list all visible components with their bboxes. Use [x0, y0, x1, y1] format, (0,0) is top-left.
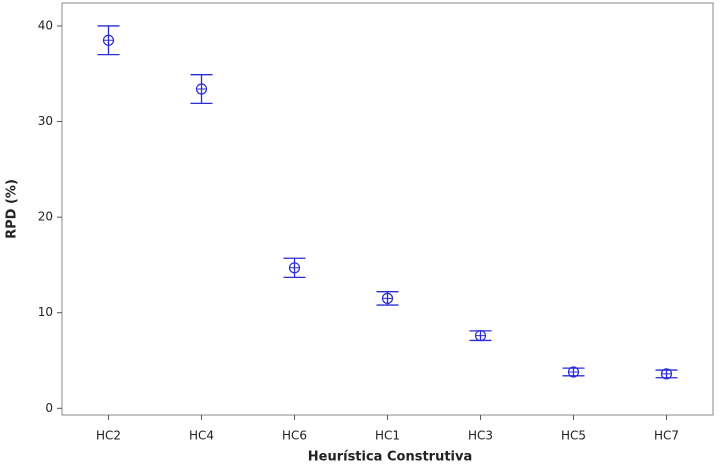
marker-cross [661, 368, 672, 379]
y-tick-label: 20 [38, 210, 53, 224]
x-tick-label: HC6 [282, 429, 307, 443]
y-tick-label: 40 [38, 18, 53, 32]
marker-cross [103, 35, 114, 46]
x-axis-title: Heurística Construtiva [308, 450, 473, 465]
plot-frame [61, 2, 714, 416]
marker-cross [382, 293, 393, 304]
x-tick-label: HC1 [375, 429, 400, 443]
x-tick-label: HC4 [189, 429, 214, 443]
y-tick-label: 0 [45, 401, 53, 415]
x-tick-label: HC2 [96, 429, 121, 443]
marker-cross [196, 84, 207, 95]
x-tick-label: HC7 [654, 429, 679, 443]
x-tick-label: HC3 [468, 429, 493, 443]
y-axis-title: RPD (%) [5, 179, 20, 239]
marker-cross [289, 262, 300, 273]
y-tick-label: 30 [38, 114, 53, 128]
marker-cross [475, 330, 486, 341]
y-tick-label: 10 [38, 305, 53, 319]
x-tick-label: HC5 [561, 429, 586, 443]
marker-cross [568, 366, 579, 377]
